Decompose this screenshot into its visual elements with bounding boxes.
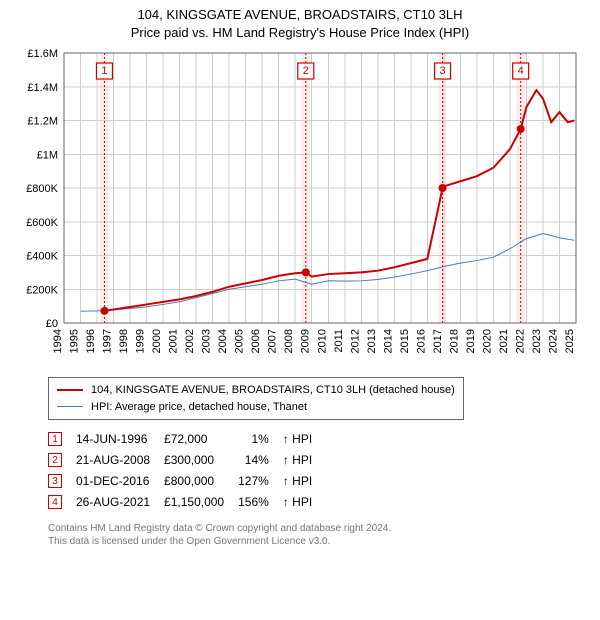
event-vs-hpi: ↑ HPI [283,449,326,470]
svg-text:2000: 2000 [151,329,163,353]
legend: 104, KINGSGATE AVENUE, BROADSTAIRS, CT10… [48,377,464,420]
svg-text:2024: 2024 [547,329,559,353]
event-price: £72,000 [164,428,238,449]
event-price: £300,000 [164,449,238,470]
title-line-2: Price paid vs. HM Land Registry's House … [14,24,586,42]
svg-text:2004: 2004 [217,329,229,353]
svg-text:1998: 1998 [118,329,130,353]
price-vs-hpi-chart: £0 £200K £400K £600K £800K £1M £1.2M £1.4M £1.6M… [14,43,586,373]
svg-text:4: 4 [518,65,524,77]
event-vs-hpi: ↑ HPI [283,428,326,449]
sale-event-row: 3 01-DEC-2016£800,000127%↑ HPI [48,470,326,491]
footer-line-1: Contains HM Land Registry data © Crown c… [48,522,582,535]
svg-text:1994: 1994 [52,329,64,353]
svg-text:2015: 2015 [399,329,411,353]
event-pct: 14% [238,449,283,470]
sale-event-row: 2 21-AUG-2008£300,00014%↑ HPI [48,449,326,470]
event-pct: 127% [238,470,283,491]
event-pct: 1% [238,428,283,449]
sale-events-table: 114-JUN-1996£72,0001%↑ HPI221-AUG-2008£3… [48,428,326,512]
svg-text:£800K: £800K [26,183,58,195]
svg-text:2019: 2019 [465,329,477,353]
svg-text:2007: 2007 [267,329,279,353]
svg-text:£1.2M: £1.2M [27,116,58,128]
svg-text:£400K: £400K [26,251,58,263]
sale-event-row: 1 14-JUN-1996£72,0001%↑ HPI [48,428,326,449]
svg-text:2017: 2017 [432,329,444,353]
svg-text:2023: 2023 [531,329,543,353]
svg-text:2: 2 [303,65,309,77]
svg-text:2020: 2020 [481,329,493,353]
legend-swatch [57,406,83,407]
event-marker: 2 [48,453,62,467]
event-pct: 156% [238,491,283,512]
event-date: 21-AUG-2008 [76,449,164,470]
svg-text:£600K: £600K [26,217,58,229]
svg-text:2005: 2005 [234,329,246,353]
svg-text:1995: 1995 [69,329,81,353]
svg-text:2012: 2012 [349,329,361,353]
event-marker: 1 [48,432,62,446]
svg-text:2014: 2014 [382,329,394,353]
svg-text:2008: 2008 [283,329,295,353]
event-price: £1,150,000 [164,491,238,512]
event-vs-hpi: ↑ HPI [283,470,326,491]
svg-text:3: 3 [439,65,445,77]
event-vs-hpi: ↑ HPI [283,491,326,512]
svg-text:£1.6M: £1.6M [27,48,58,60]
svg-text:1: 1 [101,65,107,77]
sale-event-row: 4 26-AUG-2021£1,150,000156%↑ HPI [48,491,326,512]
legend-item: HPI: Average price, detached house, Than… [57,399,455,416]
legend-label: HPI: Average price, detached house, Than… [91,399,307,416]
event-date: 01-DEC-2016 [76,470,164,491]
svg-text:2009: 2009 [300,329,312,353]
svg-text:1997: 1997 [102,329,114,353]
event-marker: 3 [48,474,62,488]
svg-text:2003: 2003 [201,329,213,353]
svg-text:2016: 2016 [415,329,427,353]
svg-text:2025: 2025 [564,329,576,353]
svg-text:2010: 2010 [316,329,328,353]
svg-text:2001: 2001 [168,329,180,353]
svg-text:£200K: £200K [26,284,58,296]
event-price: £800,000 [164,470,238,491]
svg-text:2021: 2021 [498,329,510,353]
footer-line-2: This data is licensed under the Open Gov… [48,535,582,548]
chart-title-block: 104, KINGSGATE AVENUE, BROADSTAIRS, CT10… [14,6,586,41]
svg-text:1996: 1996 [85,329,97,353]
svg-text:1999: 1999 [135,329,147,353]
event-date: 26-AUG-2021 [76,491,164,512]
footer-attribution: Contains HM Land Registry data © Crown c… [48,522,582,548]
svg-text:2002: 2002 [184,329,196,353]
svg-text:2013: 2013 [366,329,378,353]
svg-text:2022: 2022 [514,329,526,353]
svg-text:2011: 2011 [333,329,345,353]
event-marker: 4 [48,495,62,509]
legend-label: 104, KINGSGATE AVENUE, BROADSTAIRS, CT10… [91,382,455,399]
svg-text:£1.4M: £1.4M [27,82,58,94]
title-line-1: 104, KINGSGATE AVENUE, BROADSTAIRS, CT10… [14,6,586,24]
svg-text:£0: £0 [46,318,58,330]
svg-text:£1M: £1M [37,149,58,161]
legend-swatch [57,389,83,391]
svg-text:2018: 2018 [448,329,460,353]
event-date: 14-JUN-1996 [76,428,164,449]
legend-item: 104, KINGSGATE AVENUE, BROADSTAIRS, CT10… [57,382,455,399]
svg-text:2006: 2006 [250,329,262,353]
